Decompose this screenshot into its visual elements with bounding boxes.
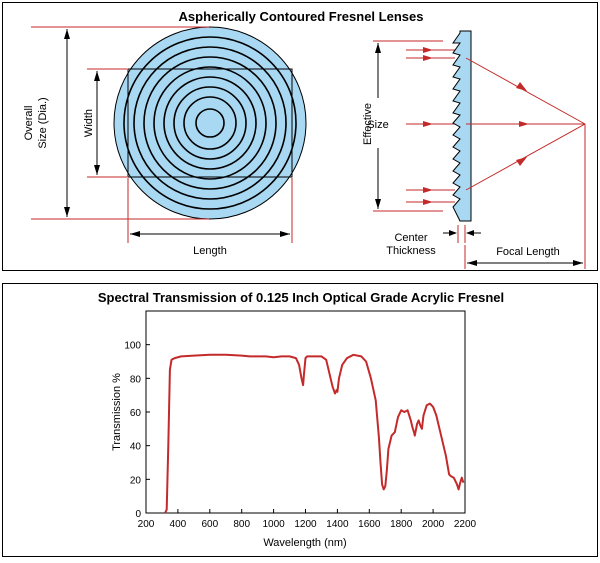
x-tick-label: 1600 (358, 519, 381, 530)
lens-diagram-panel: Aspherically Contoured Fresnel Lenses Ov… (2, 2, 598, 271)
lens-ring (183, 96, 237, 150)
lens-ring (143, 56, 277, 190)
y-axis-ticks: 0 20 40 60 80 100 (124, 341, 150, 520)
x-tick-label: 1800 (390, 519, 413, 530)
length-arrow-left (130, 231, 140, 237)
overall-size-label-line1: Overall (23, 106, 35, 141)
ray-in-arrow (423, 121, 433, 127)
x-axis-ticks: 200 400 600 800 1000 1200 1400 1600 1800 2000 2200 (138, 509, 477, 530)
center-thickness-label-line2: Thickness (386, 245, 436, 257)
ray-out-center-arrow (519, 121, 529, 127)
lens-ring (153, 66, 267, 180)
overall-size-arrow-bottom (64, 207, 70, 217)
overall-size-label-line2: Size (Dia.) (37, 97, 49, 148)
effective-size-label-line2: Size (367, 119, 388, 131)
x-axis-label: Wavelength (nm) (263, 537, 346, 549)
thickness-arrow-right (466, 230, 474, 236)
y-tick-label: 0 (135, 509, 141, 520)
y-tick-label: 40 (130, 442, 142, 453)
lens-ring (173, 86, 247, 160)
width-label: Width (83, 109, 95, 137)
width-dimension: Width (83, 68, 127, 178)
lens-side-view: Effective Size (362, 30, 586, 269)
rectangular-crop-outline (127, 68, 293, 178)
effective-size-dimension: Effective Size (362, 40, 443, 212)
lens-ring (133, 46, 287, 200)
length-dimension: Length (127, 178, 293, 257)
lens-ring (123, 36, 297, 210)
lens-ring (163, 76, 257, 170)
transmission-chart-panel: Spectral Transmission of 0.125 Inch Opti… (2, 283, 598, 557)
lens-diagram: Aspherically Contoured Fresnel Lenses Ov… (23, 9, 586, 269)
x-tick-label: 400 (170, 519, 187, 530)
lens-rings (123, 36, 297, 210)
x-tick-label: 2200 (454, 519, 477, 530)
lens-front-view: Overall Size (Dia.) Width Length (23, 26, 307, 257)
x-tick-label: 1200 (294, 519, 317, 530)
overall-size-arrow-top (64, 29, 70, 39)
length-label: Length (193, 245, 227, 257)
ray-out-top-arrow (516, 82, 527, 91)
x-tick-label: 600 (201, 519, 218, 530)
overall-size-dimension: Overall Size (Dia.) (23, 26, 209, 220)
lens-disc (113, 26, 307, 220)
x-tick-label: 800 (233, 519, 250, 530)
ray-in-arrow (423, 187, 433, 193)
ray-in-arrow (423, 55, 433, 61)
thickness-arrow-left (449, 230, 457, 236)
x-tick-label: 1400 (326, 519, 349, 530)
transmission-series-line (164, 353, 465, 514)
effective-arrow-bottom (375, 199, 381, 209)
plot-frame (145, 310, 466, 514)
center-thickness-dimension: Center Thickness (386, 225, 481, 257)
transmission-chart: Spectral Transmission of 0.125 Inch Opti… (98, 290, 504, 549)
ray-out-top (465, 57, 586, 125)
width-arrow-top (94, 71, 100, 81)
incoming-rays (406, 47, 455, 205)
lens-ring (195, 108, 225, 138)
focal-length-label: Focal Length (496, 246, 560, 258)
lens-cross-section (452, 30, 472, 222)
x-tick-label: 2000 (422, 519, 445, 530)
ray-out-bottom-arrow (516, 157, 527, 166)
y-tick-label: 100 (124, 341, 141, 352)
y-tick-label: 60 (130, 408, 142, 419)
width-arrow-bottom (94, 165, 100, 175)
diagram-title: Aspherically Contoured Fresnel Lenses (179, 9, 424, 24)
effective-arrow-top (375, 43, 381, 53)
focal-arrow-left (467, 260, 477, 266)
focal-length-dimension: Focal Length (464, 124, 586, 269)
center-thickness-label-line1: Center (394, 232, 427, 244)
ray-in-arrow (423, 47, 433, 53)
length-arrow-right (280, 231, 290, 237)
focal-arrow-right (573, 260, 583, 266)
y-tick-label: 80 (130, 374, 142, 385)
x-tick-label: 1000 (262, 519, 285, 530)
y-tick-label: 20 (130, 475, 142, 486)
chart-title: Spectral Transmission of 0.125 Inch Opti… (98, 290, 504, 305)
ray-out-bottom (465, 123, 586, 191)
effective-size-label-line1: Effective (362, 103, 374, 145)
outgoing-rays (465, 57, 586, 191)
x-tick-label: 200 (138, 519, 155, 530)
effective-label-gap (367, 98, 389, 148)
y-axis-label: Transmission % (111, 373, 123, 451)
ray-in-arrow (423, 199, 433, 205)
